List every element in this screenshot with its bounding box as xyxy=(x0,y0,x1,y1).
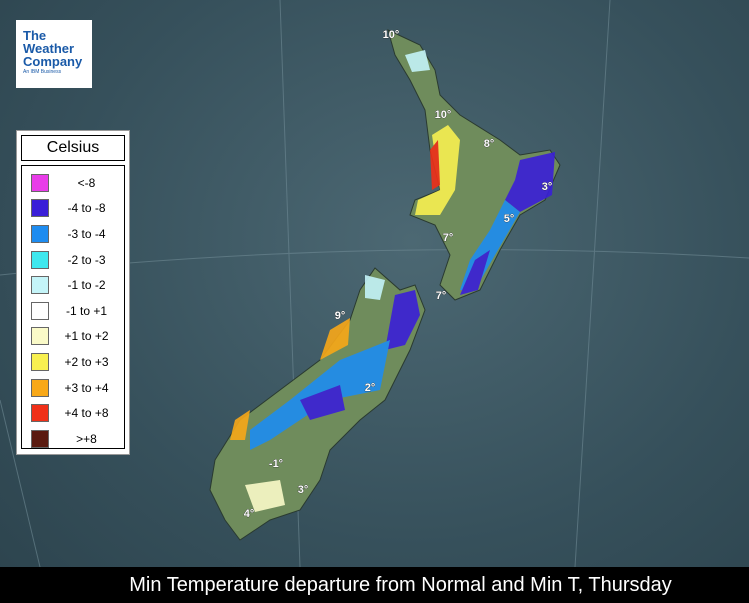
legend-swatch xyxy=(31,173,49,192)
legend-items: <-8 -4 to -8 -3 to -4 -2 to -3 -1 to -2 -1 to… xyxy=(21,165,125,449)
map-label: 7° xyxy=(443,232,454,244)
legend-swatch xyxy=(31,352,49,371)
temperature-shading xyxy=(230,50,555,512)
map-label: 4° xyxy=(244,508,255,520)
map-label: 3° xyxy=(542,181,553,193)
map-label: -1° xyxy=(269,458,283,470)
legend-label: -1 to -2 xyxy=(67,278,106,293)
legend-label: -2 to -3 xyxy=(67,252,106,267)
map-label: 10° xyxy=(383,29,400,41)
map-label: 8° xyxy=(484,138,495,150)
map-label: 10° xyxy=(435,109,452,121)
legend-swatch xyxy=(31,250,49,269)
legend-item: >+8 xyxy=(22,426,124,452)
legend-item: +4 to +8 xyxy=(22,400,124,426)
legend-swatch xyxy=(31,378,49,397)
legend-item: -2 to -3 xyxy=(22,247,124,273)
legend-swatch xyxy=(31,327,49,346)
logo-text: Company xyxy=(23,54,83,69)
legend: Celsius <-8 -4 to -8 -3 to -4 -2 to -3 -1 to… xyxy=(16,130,130,455)
logo-text: Weather xyxy=(23,41,75,56)
map-label: 2° xyxy=(365,382,376,394)
legend-item: -4 to -8 xyxy=(22,196,124,222)
legend-swatch xyxy=(31,199,49,218)
legend-label: -3 to -4 xyxy=(67,226,106,241)
legend-item: +1 to +2 xyxy=(22,324,124,350)
logo-text: The xyxy=(23,28,47,43)
legend-item: -1 to -2 xyxy=(22,272,124,298)
legend-label: >+8 xyxy=(76,431,97,446)
logo-tagline: An IBM Business xyxy=(23,69,62,75)
legend-label: -4 to -8 xyxy=(67,201,106,216)
legend-label: +1 to +2 xyxy=(64,329,109,344)
legend-label: +4 to +8 xyxy=(64,406,109,421)
legend-item: +3 to +4 xyxy=(22,375,124,401)
legend-swatch xyxy=(31,224,49,243)
legend-label: <-8 xyxy=(77,175,96,190)
legend-swatch xyxy=(31,404,49,423)
legend-swatch xyxy=(31,429,49,448)
map-label: 7° xyxy=(436,290,447,302)
legend-swatch xyxy=(31,301,49,320)
legend-swatch xyxy=(31,276,49,295)
legend-label: +3 to +4 xyxy=(64,380,109,395)
map-label: 5° xyxy=(504,213,515,225)
map-label: 9° xyxy=(335,310,346,322)
legend-title: Celsius xyxy=(21,135,125,161)
map-label: 3° xyxy=(298,484,309,496)
logo: The Weather Company An IBM Business xyxy=(16,20,92,88)
map: 10° 10° 8° 3° 5° 7° 7° 9° 2° -1° 3° 4° xyxy=(0,0,749,567)
legend-label: +2 to +3 xyxy=(64,354,109,369)
legend-item: -1 to +1 xyxy=(22,298,124,324)
legend-item: +2 to +3 xyxy=(22,349,124,375)
legend-label: -1 to +1 xyxy=(65,303,108,318)
legend-item: <-8 xyxy=(22,170,124,196)
caption: Min Temperature departure from Normal an… xyxy=(0,567,749,603)
legend-item: -3 to -4 xyxy=(22,221,124,247)
